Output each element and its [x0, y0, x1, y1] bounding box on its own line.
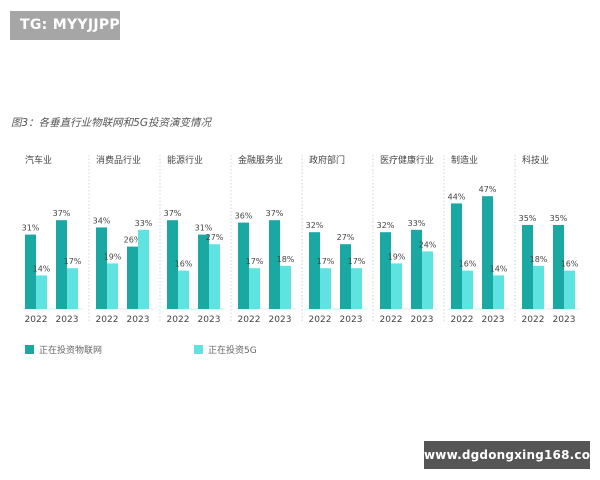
data-label: 16% — [459, 260, 477, 269]
year-tick-label: 2023 — [553, 315, 576, 325]
data-label: 33% — [135, 219, 153, 228]
data-label: 32% — [377, 221, 395, 230]
bar — [451, 203, 462, 309]
bar — [462, 270, 473, 309]
bar — [280, 265, 291, 309]
data-label: 37% — [53, 209, 71, 218]
industry-label: 医疗健康行业 — [380, 154, 434, 166]
year-tick-label: 2022 — [238, 315, 261, 325]
year-tick-label: 2022 — [451, 315, 474, 325]
legend-swatch-iot — [25, 345, 34, 354]
data-label: 31% — [195, 224, 213, 233]
data-label: 19% — [388, 252, 406, 261]
bar — [178, 270, 189, 309]
industry-label: 汽车业 — [25, 154, 52, 166]
data-label: 37% — [266, 209, 284, 218]
year-tick-label: 2022 — [167, 315, 190, 325]
industry-label: 能源行业 — [167, 154, 203, 166]
year-tick-label: 2023 — [411, 315, 434, 325]
year-tick-label: 2022 — [96, 315, 119, 325]
bar — [553, 225, 564, 309]
bar — [482, 196, 493, 309]
bar — [249, 268, 260, 309]
data-label: 35% — [550, 214, 568, 223]
data-label: 35% — [519, 214, 537, 223]
legend-swatch-5g — [194, 345, 203, 354]
data-label: 14% — [33, 264, 51, 273]
bar — [67, 268, 78, 309]
bar — [493, 275, 504, 309]
bar — [422, 251, 433, 309]
bar — [96, 227, 107, 309]
bar — [391, 263, 402, 309]
bar — [238, 222, 249, 309]
bar — [309, 232, 320, 309]
year-tick-label: 2023 — [340, 315, 363, 325]
data-label: 14% — [490, 264, 508, 273]
data-label: 17% — [64, 257, 82, 266]
bar — [269, 220, 280, 309]
website-watermark: www.dgdongxing168.com — [424, 441, 600, 469]
data-label: 27% — [206, 233, 224, 242]
bar — [564, 270, 575, 309]
data-label: 47% — [479, 185, 497, 194]
bar — [127, 246, 138, 309]
industry-label: 科技业 — [522, 154, 549, 166]
bar — [198, 234, 209, 309]
data-label: 26% — [124, 236, 142, 245]
year-tick-label: 2023 — [482, 315, 505, 325]
bar — [411, 229, 422, 309]
legend-item-iot: 正在投资物联网 — [25, 343, 102, 356]
data-label: 16% — [175, 260, 193, 269]
bar — [380, 232, 391, 309]
data-label: 19% — [104, 252, 122, 261]
data-label: 24% — [419, 240, 437, 249]
industry-label: 金融服务业 — [238, 154, 283, 166]
industry-label: 政府部门 — [309, 154, 345, 166]
bar — [25, 234, 36, 309]
grouped-bar-chart: 汽车业 31% 14% 2022 37% 17% 2023 消费品行业 34% 19% 2022 26… — [22, 154, 580, 325]
data-label: 17% — [246, 257, 264, 266]
data-label: 27% — [337, 233, 355, 242]
bar — [138, 229, 149, 309]
bar — [522, 225, 533, 309]
year-tick-label: 2022 — [380, 315, 403, 325]
data-label: 44% — [448, 192, 466, 201]
data-label: 37% — [164, 209, 182, 218]
bar — [340, 244, 351, 309]
data-label: 32% — [306, 221, 324, 230]
industry-label: 消费品行业 — [96, 154, 141, 166]
industry-label: 制造业 — [451, 154, 478, 166]
bar — [209, 244, 220, 309]
year-tick-label: 2023 — [127, 315, 150, 325]
bar — [533, 265, 544, 309]
data-label: 18% — [530, 255, 548, 264]
data-label: 33% — [408, 219, 426, 228]
year-tick-label: 2022 — [309, 315, 332, 325]
legend-label-iot: 正在投资物联网 — [39, 346, 103, 356]
bar — [56, 220, 67, 309]
telegram-badge: TG: MYYJJPP — [10, 11, 120, 40]
year-tick-label: 2022 — [25, 315, 48, 325]
year-tick-label: 2023 — [269, 315, 292, 325]
data-label: 36% — [235, 212, 253, 221]
year-tick-label: 2022 — [522, 315, 545, 325]
bar — [107, 263, 118, 309]
data-label: 17% — [317, 257, 335, 266]
data-label: 31% — [22, 224, 40, 233]
legend-label-5g: 正在投资5G — [208, 346, 257, 356]
data-label: 16% — [561, 260, 579, 269]
bar — [351, 268, 362, 309]
figure-title: 图3：各垂直行业物联网和5G投资演变情况 — [11, 117, 211, 129]
data-label: 34% — [93, 216, 111, 225]
data-label: 18% — [277, 255, 295, 264]
legend-item-5g: 正在投资5G — [194, 343, 257, 356]
year-tick-label: 2023 — [198, 315, 221, 325]
year-tick-label: 2023 — [56, 315, 79, 325]
data-label: 17% — [348, 257, 366, 266]
bar — [36, 275, 47, 309]
bar — [167, 220, 178, 309]
bar — [320, 268, 331, 309]
